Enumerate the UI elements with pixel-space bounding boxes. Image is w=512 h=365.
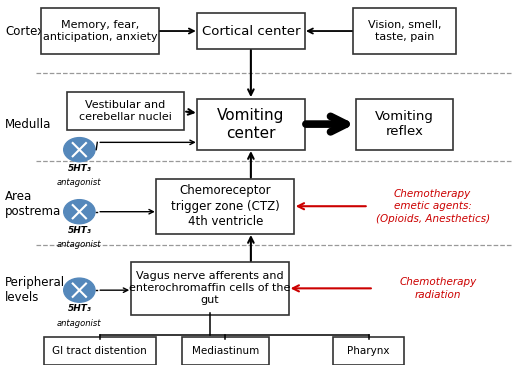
FancyBboxPatch shape — [67, 92, 184, 131]
Text: Vestibular and
cerebellar nuclei: Vestibular and cerebellar nuclei — [79, 100, 172, 122]
Text: Cortex: Cortex — [5, 24, 44, 38]
Text: Memory, fear,
anticipation, anxiety: Memory, fear, anticipation, anxiety — [42, 20, 157, 42]
Text: Vomiting
reflex: Vomiting reflex — [375, 110, 434, 138]
Ellipse shape — [63, 200, 95, 224]
FancyBboxPatch shape — [353, 8, 456, 54]
FancyBboxPatch shape — [197, 13, 305, 49]
FancyBboxPatch shape — [333, 337, 404, 365]
Text: Vomiting
center: Vomiting center — [217, 108, 285, 141]
Text: Pharynx: Pharynx — [347, 346, 390, 356]
FancyBboxPatch shape — [131, 262, 289, 315]
Ellipse shape — [63, 138, 95, 162]
FancyBboxPatch shape — [182, 337, 269, 365]
FancyBboxPatch shape — [197, 99, 305, 150]
Text: Area
postrema: Area postrema — [5, 191, 61, 218]
FancyBboxPatch shape — [41, 8, 159, 54]
Text: 5HT₃: 5HT₃ — [68, 304, 91, 313]
Ellipse shape — [63, 278, 95, 302]
Text: antagonist: antagonist — [57, 240, 101, 249]
Text: GI tract distention: GI tract distention — [52, 346, 147, 356]
FancyBboxPatch shape — [156, 179, 294, 234]
Text: antagonist: antagonist — [57, 178, 101, 187]
FancyBboxPatch shape — [44, 337, 156, 365]
Text: antagonist: antagonist — [57, 319, 101, 328]
Text: Mediastinum: Mediastinum — [191, 346, 259, 356]
Text: Cortical center: Cortical center — [202, 24, 300, 38]
Text: Chemotherapy
radiation: Chemotherapy radiation — [399, 277, 476, 300]
FancyBboxPatch shape — [356, 99, 453, 150]
Text: Medulla: Medulla — [5, 118, 52, 131]
Text: Vision, smell,
taste, pain: Vision, smell, taste, pain — [368, 20, 441, 42]
Text: 5HT₃: 5HT₃ — [68, 164, 91, 173]
Text: 5HT₃: 5HT₃ — [68, 226, 91, 235]
Text: Peripheral
levels: Peripheral levels — [5, 276, 65, 304]
Text: Chemoreceptor
trigger zone (CTZ)
4th ventricle: Chemoreceptor trigger zone (CTZ) 4th ven… — [171, 184, 280, 228]
Text: Chemotherapy
emetic agents:
(Opioids, Anesthetics): Chemotherapy emetic agents: (Opioids, An… — [376, 189, 489, 224]
Text: Vagus nerve afferents and
enterochromaffin cells of the
gut: Vagus nerve afferents and enterochromaff… — [129, 271, 291, 306]
